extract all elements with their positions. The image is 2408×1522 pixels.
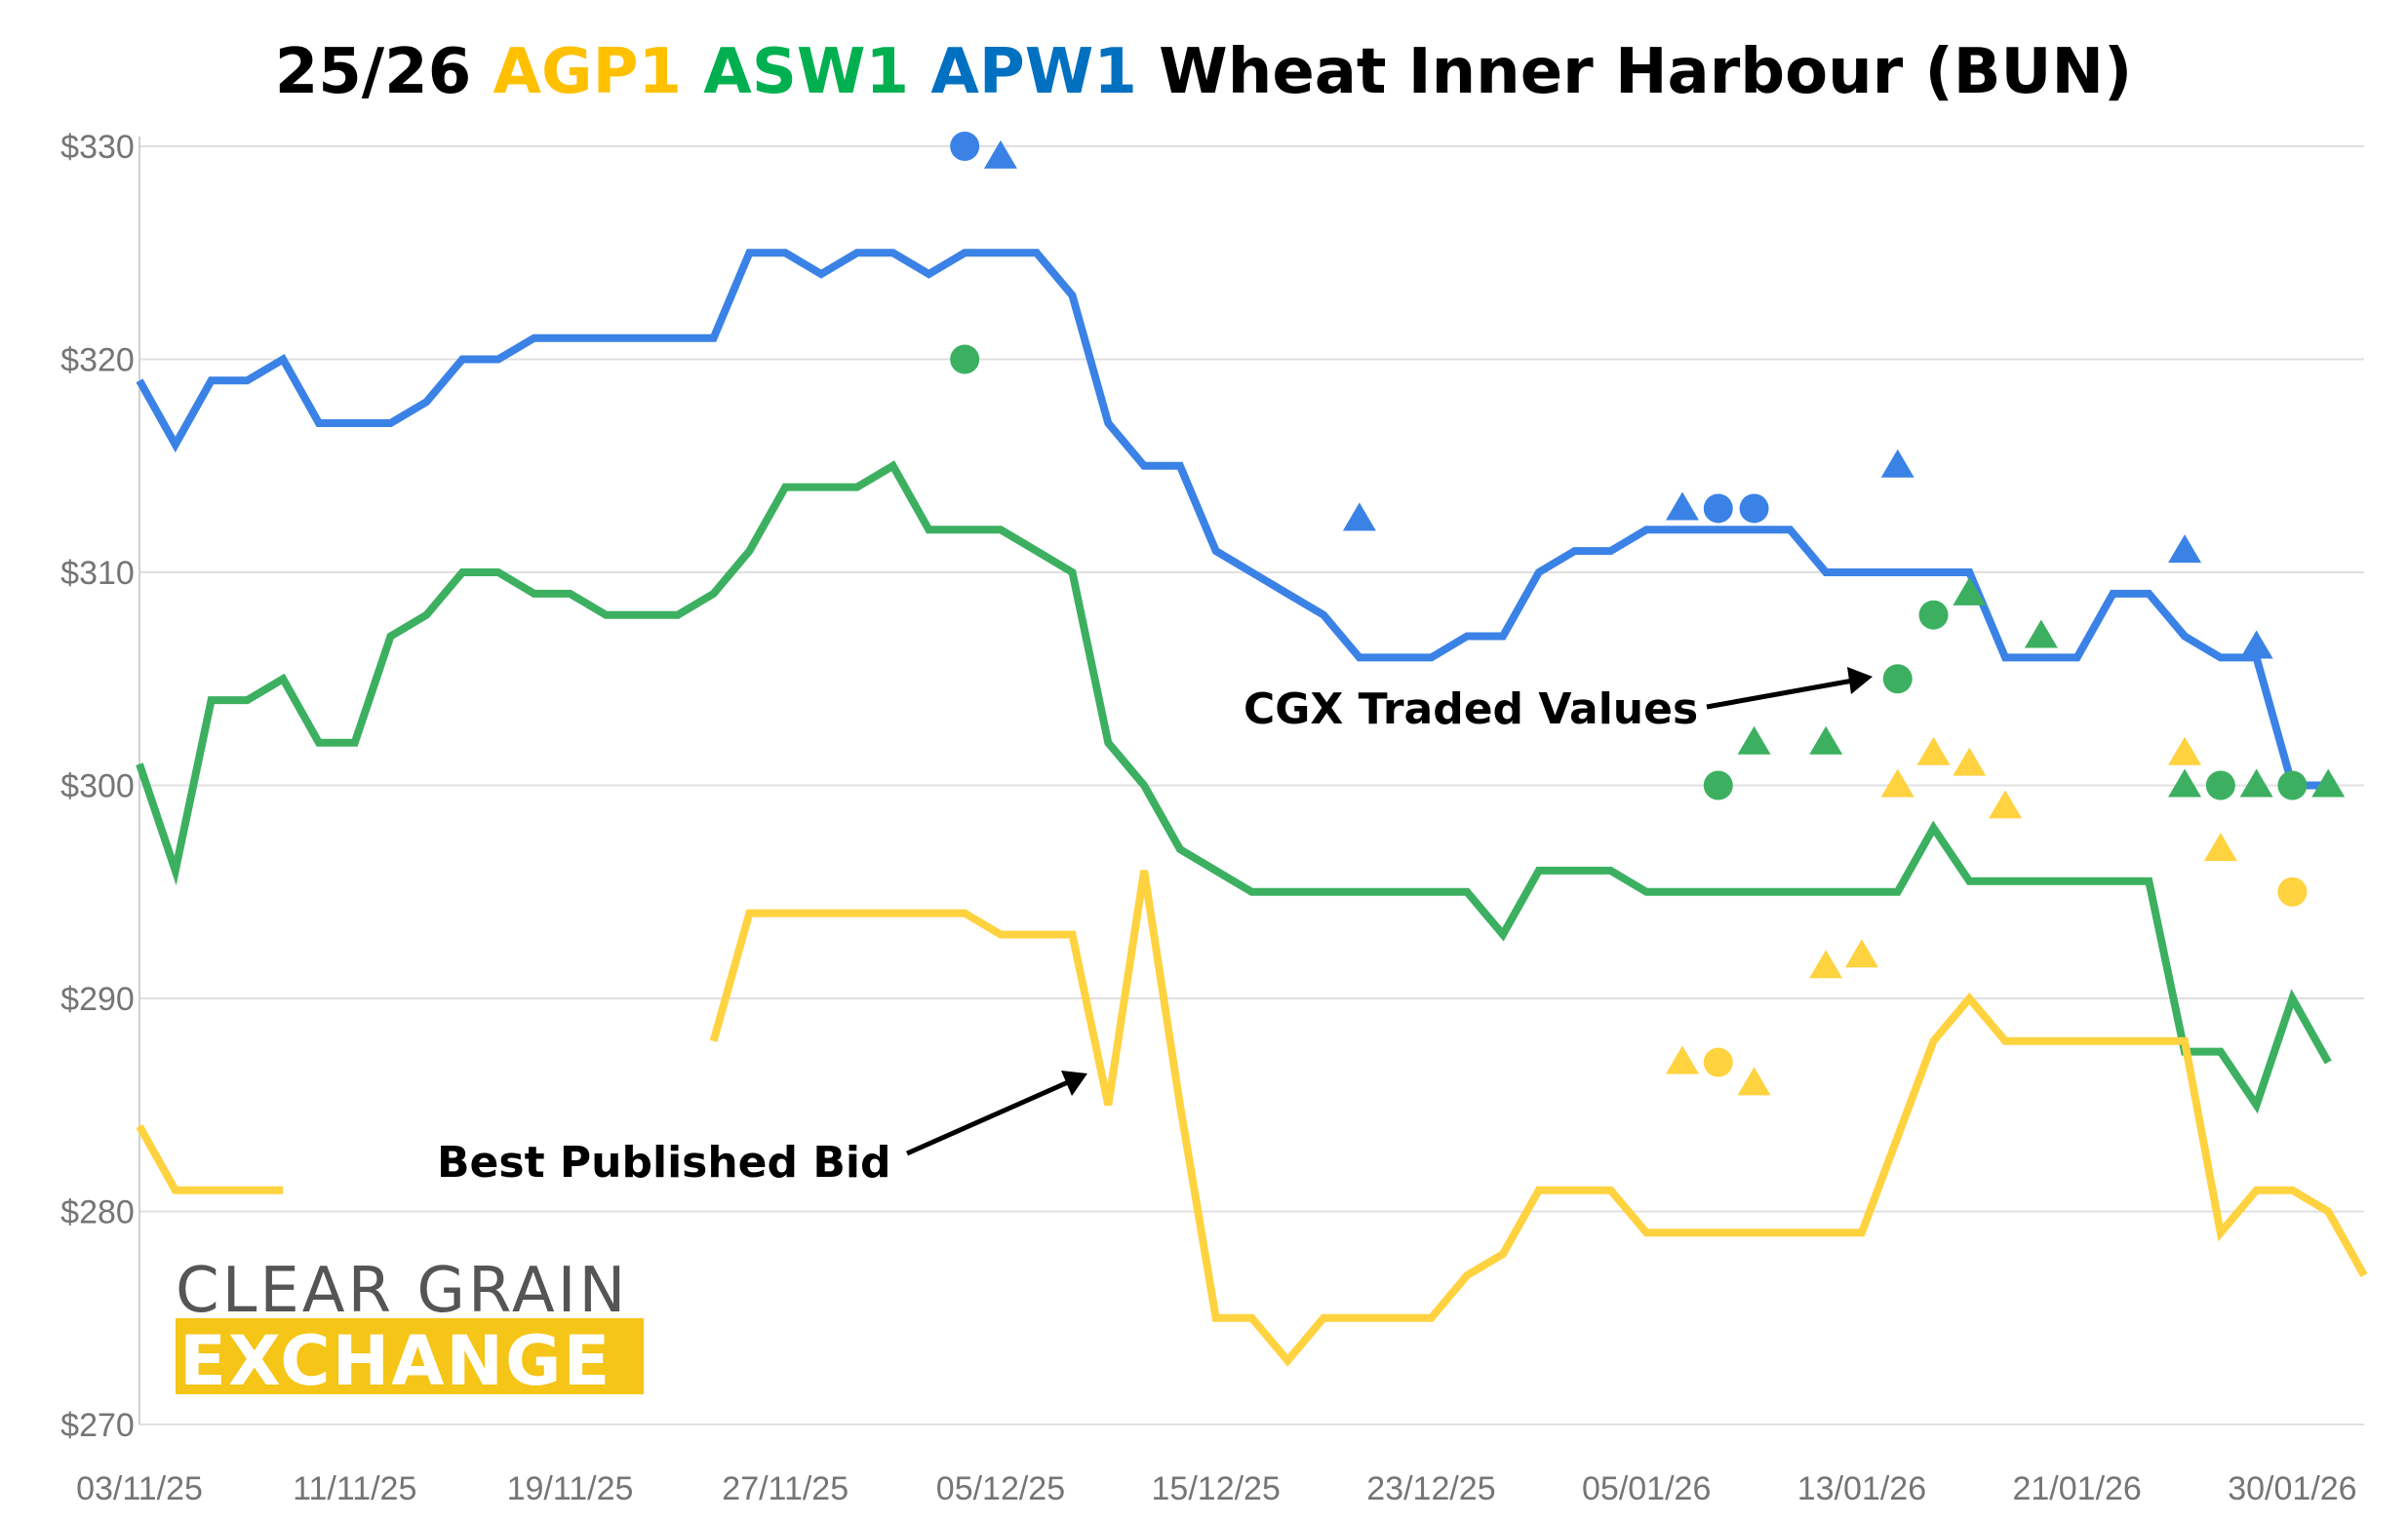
traded-marker-agp1-triangle xyxy=(1809,950,1843,979)
y-axis-ticks: $330 $320 $310 $300 $290 $280 $270 xyxy=(60,129,135,1444)
y-tick-label: $280 xyxy=(60,1194,135,1231)
x-tick-label: 19/11/25 xyxy=(507,1470,634,1507)
x-tick-label: 21/01/26 xyxy=(2012,1470,2141,1507)
series-line-agp1 xyxy=(136,870,2368,1367)
traded-marker-asw1-triangle xyxy=(2311,768,2346,798)
traded-marker-agp1-triangle xyxy=(1737,1067,1771,1096)
traded-marker-apw1-triangle xyxy=(1665,491,1699,521)
y-tick-label: $330 xyxy=(60,129,135,166)
traded-marker-apw1-circle xyxy=(1739,493,1769,524)
traded-marker-agp1-circle xyxy=(2277,877,2308,907)
traded-marker-agp1-triangle xyxy=(1989,790,2023,819)
traded-marker-agp1-triangle xyxy=(1844,939,1878,968)
title-part-location: Wheat Inner Harbour (BUN) xyxy=(1159,36,2132,108)
traded-marker-agp1-triangle xyxy=(2168,736,2202,765)
traded-marker-agp1-circle xyxy=(1703,1047,1733,1077)
traded-marker-asw1-circle xyxy=(950,344,980,374)
x-tick-label: 23/12/25 xyxy=(1366,1470,1495,1507)
annotation-cgx-arrow-head xyxy=(1847,667,1873,694)
chart-title: 25/26 AGP1 ASW1 APW1 Wheat Inner Harbour… xyxy=(275,36,2133,108)
y-tick-label: $300 xyxy=(60,768,135,805)
traded-marker-asw1-triangle xyxy=(2168,768,2202,798)
traded-marker-asw1-triangle xyxy=(1809,725,1843,755)
traded-marker-apw1-triangle xyxy=(1880,449,1915,478)
traded-marker-apw1-triangle xyxy=(1342,502,1376,531)
traded-marker-apw1-triangle xyxy=(2239,630,2273,659)
series-lines xyxy=(136,249,2368,1367)
traded-marker-asw1-circle xyxy=(1918,600,1949,630)
annotation-cgx-traded-values: CGX Traded Values xyxy=(1243,667,1873,734)
series-line-asw1 xyxy=(136,460,2332,1114)
traded-marker-apw1-circle xyxy=(950,132,980,161)
annotation-cgx-arrow-shaft xyxy=(1706,678,1854,710)
x-tick-label: 30/01/26 xyxy=(2228,1470,2356,1507)
x-tick-label: 05/12/25 xyxy=(936,1470,1065,1507)
traded-marker-asw1-triangle xyxy=(2024,619,2058,648)
annotation-best-published-bid: Best Published Bid xyxy=(437,1071,1087,1188)
traded-marker-asw1-triangle xyxy=(2239,768,2273,798)
y-tick-label: $270 xyxy=(60,1407,135,1444)
traded-value-markers xyxy=(950,132,2346,1096)
clear-grain-exchange-logo: CLEAR GRAIN EXCHANGE xyxy=(176,1255,644,1401)
logo-line1: CLEAR GRAIN xyxy=(176,1255,628,1327)
x-tick-label: 03/11/25 xyxy=(76,1470,203,1507)
title-part-agp1: AGP1 xyxy=(493,36,704,108)
traded-marker-asw1-circle xyxy=(1882,664,1913,694)
traded-marker-agp1-triangle xyxy=(2203,833,2237,862)
x-tick-label: 27/11/25 xyxy=(722,1470,849,1507)
title-part-asw1: ASW1 xyxy=(703,36,930,108)
traded-marker-asw1-circle xyxy=(2205,770,2235,800)
annotation-cgx-label: CGX Traded Values xyxy=(1243,684,1698,734)
annotation-bpb-arrow-shaft xyxy=(905,1079,1070,1156)
y-tick-label: $290 xyxy=(60,981,135,1018)
series-line-apw1 xyxy=(136,249,2329,790)
annotation-bpb-arrow-head xyxy=(1061,1071,1087,1096)
gridlines xyxy=(138,137,2364,1425)
title-part-apw1: APW1 xyxy=(930,36,1159,108)
traded-marker-asw1-triangle xyxy=(1953,576,1987,605)
x-tick-label: 15/12/25 xyxy=(1152,1470,1281,1507)
traded-marker-apw1-triangle xyxy=(983,139,1017,169)
traded-marker-asw1-circle xyxy=(1703,770,1733,800)
x-tick-label: 05/01/26 xyxy=(1582,1470,1711,1507)
y-tick-label: $310 xyxy=(60,555,135,592)
traded-marker-agp1-triangle xyxy=(1916,736,1951,765)
x-axis-ticks: 03/11/25 11/11/25 19/11/25 27/11/25 05/12/25… xyxy=(76,1470,2357,1507)
logo-line2: EXCHANGE xyxy=(179,1321,612,1401)
x-tick-label: 11/11/25 xyxy=(293,1470,416,1507)
traded-marker-asw1-triangle xyxy=(1737,725,1771,755)
annotation-bpb-label: Best Published Bid xyxy=(437,1138,890,1188)
logo-band xyxy=(176,1318,644,1394)
traded-marker-agp1-triangle xyxy=(1880,768,1915,798)
traded-marker-agp1-triangle xyxy=(1665,1045,1699,1074)
traded-marker-apw1-triangle xyxy=(2168,534,2202,564)
x-tick-label: 13/01/26 xyxy=(1797,1470,1926,1507)
traded-marker-asw1-circle xyxy=(2277,770,2308,800)
y-tick-label: $320 xyxy=(60,342,135,379)
title-part-season: 25/26 xyxy=(275,36,493,108)
traded-marker-agp1-triangle xyxy=(1953,747,1987,776)
traded-marker-apw1-circle xyxy=(1703,493,1733,524)
